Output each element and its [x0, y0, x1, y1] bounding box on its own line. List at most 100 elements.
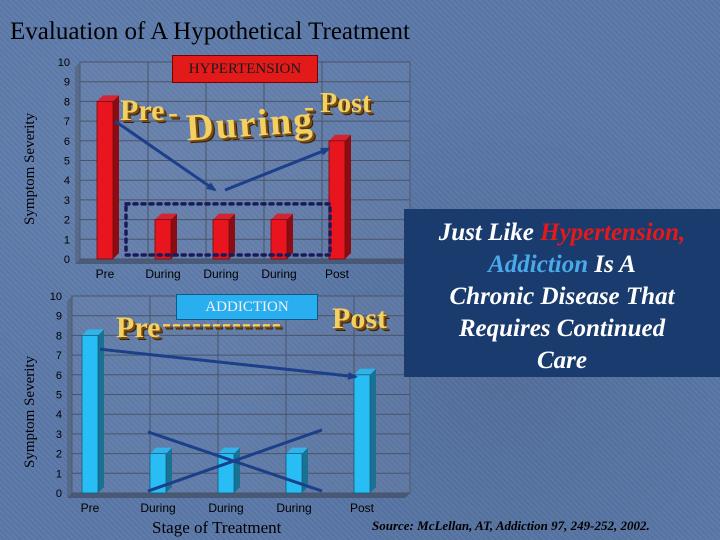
bar-side: [166, 447, 172, 493]
y-tick-label: 8: [64, 96, 70, 108]
bar-4: [328, 134, 351, 260]
bar-face: [270, 219, 288, 260]
arrow-pre-post-annotation: [99, 347, 358, 380]
bar-face: [81, 334, 99, 494]
y-tick-label: 2: [64, 215, 70, 227]
bar-face: [149, 453, 167, 494]
bar-top: [82, 329, 104, 336]
bar-top: [213, 213, 235, 220]
bar-top: [271, 213, 293, 220]
x-tick-label: Pre: [96, 267, 115, 281]
dotted-box-annotation: [124, 202, 332, 257]
x-axis-label: Stage of Treatment: [152, 518, 282, 537]
x-tick-label: During: [145, 267, 180, 281]
callout-line-4: Requires Continued: [458, 315, 666, 342]
y-tick-label: 8: [56, 330, 62, 342]
bar-top: [218, 447, 240, 454]
x-tick-label: During: [261, 267, 296, 281]
arrow-up-annotation: [224, 147, 331, 192]
bar-top: [155, 213, 177, 220]
bar-face: [285, 453, 303, 494]
wordart-during-top: During: [184, 98, 316, 150]
y-tick-label: 4: [64, 175, 70, 187]
bar-face: [353, 374, 371, 494]
bar-top: [286, 447, 308, 454]
callout-line-2: Addiction Is A: [488, 251, 636, 278]
bar-2: [212, 213, 235, 260]
y-tick-label: 6: [56, 370, 62, 382]
x-tick-label: Post: [325, 267, 350, 281]
y-tick-label: 0: [56, 488, 62, 500]
y-tick-label: 9: [64, 77, 70, 89]
bar-2: [217, 447, 240, 494]
bar-side: [345, 134, 351, 259]
bar-top: [97, 95, 119, 102]
bar-side: [302, 447, 308, 493]
bar-face: [328, 140, 346, 260]
slide-title: Evaluation of A Hypothetical Treatment: [10, 18, 410, 45]
plot-side-wall: [75, 62, 80, 264]
x-tick-label: During: [140, 501, 175, 515]
y-tick-label: 9: [56, 311, 62, 323]
bar-side: [171, 213, 177, 259]
y-tick-label: 5: [56, 390, 62, 402]
wordart-post-top: Post: [320, 88, 372, 119]
bar-0: [96, 95, 119, 260]
y-tick-label: 2: [56, 449, 62, 461]
y-tick-label: 7: [64, 116, 70, 128]
y-tick-label: 4: [56, 409, 62, 421]
bar-face: [212, 219, 230, 260]
y-tick-label: 5: [64, 156, 70, 168]
wordart-dashes-bottom: ------------: [162, 308, 282, 338]
y-tick-label: 1: [64, 234, 70, 246]
bar-side: [98, 329, 104, 493]
y-tick-label: 1: [56, 468, 62, 480]
y-tick-label: 6: [64, 136, 70, 148]
bar-side: [229, 213, 235, 259]
source-citation: Source: McLellan, AT, Addiction 97, 249-…: [372, 518, 650, 533]
bar-3: [270, 213, 293, 260]
wordart-post-bottom: Post: [332, 302, 387, 335]
bar-side: [287, 213, 293, 259]
x-tick-label: During: [203, 267, 238, 281]
y-tick-label: 3: [64, 195, 70, 207]
top-chart-title: HYPERTENSION: [172, 55, 318, 83]
wordart-pre-bottom: Pre: [116, 311, 161, 344]
bar-1: [154, 213, 177, 260]
callout-line-1: Just Like Hypertension,: [438, 219, 686, 246]
wordart-pre-top: Pre: [120, 94, 165, 127]
wordart-dash-top-1: -: [168, 96, 178, 129]
bar-top: [354, 368, 376, 375]
cross-line-annotation: [147, 428, 323, 493]
y-tick-label: 7: [56, 350, 62, 362]
x-tick-label: During: [276, 501, 311, 515]
callout-box: Just Like Hypertension, Addiction Is A C…: [404, 209, 720, 377]
wordart-dash-top-2: -: [304, 90, 314, 123]
bottom-chart-title: ADDICTION: [176, 294, 318, 320]
x-tick-label: Pre: [81, 501, 100, 515]
x-tick-label: During: [208, 501, 243, 515]
bar-4: [353, 368, 376, 494]
bar-face: [154, 219, 172, 260]
arrow-down-annotation: [114, 119, 217, 192]
bar-top: [150, 447, 172, 454]
bar-0: [81, 329, 104, 494]
plot-floor: [75, 259, 410, 264]
bar-side: [370, 368, 376, 493]
y-tick-label: 10: [58, 57, 70, 69]
callout-line-3: Chronic Disease That: [449, 283, 675, 310]
x-tick-label: Post: [350, 501, 375, 515]
addiction-chart: 0 1 2 3 4 5 6 7 8 9 10 Pre During During During Post: [50, 291, 411, 515]
y-tick-label: 3: [56, 429, 62, 441]
callout-line-5: Care: [537, 347, 587, 374]
y-tick-label: 0: [64, 254, 70, 266]
y-tick-label: 10: [50, 291, 62, 303]
bar-side: [113, 95, 119, 260]
bar-side: [234, 447, 240, 493]
bar-top: [329, 134, 351, 141]
plot-floor: [67, 493, 410, 498]
plot-side-wall: [67, 296, 72, 498]
bar-1: [149, 447, 172, 494]
